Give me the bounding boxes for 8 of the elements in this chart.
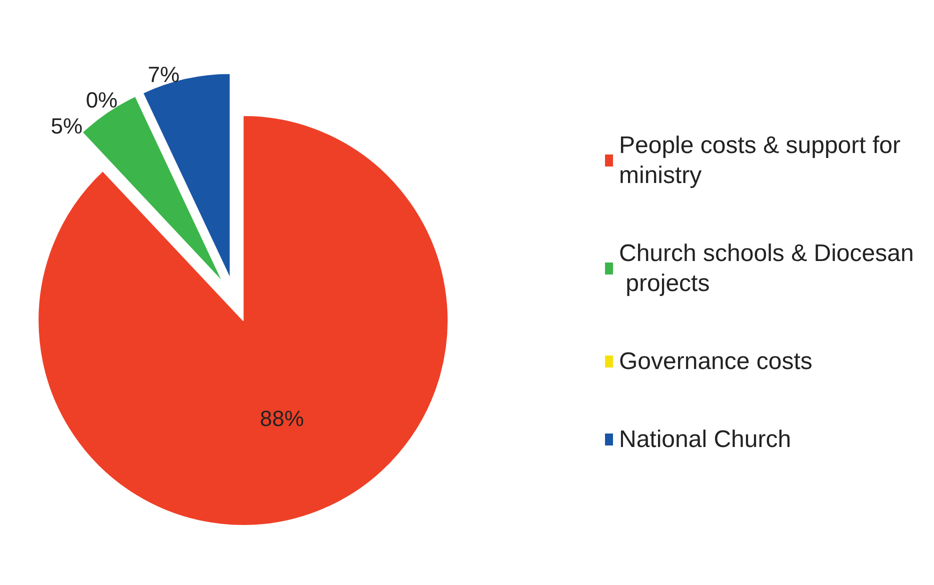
text: 0% <box>86 88 118 113</box>
legend-label: National Church <box>619 426 792 453</box>
legend-label: People costs & support for ministry <box>619 132 908 189</box>
data-label: 88% <box>260 406 304 432</box>
legend-label: Church schools & Diocesan projects <box>619 240 914 297</box>
data-label: 5% <box>50 113 83 138</box>
legend-label: Governance costs <box>619 348 812 375</box>
data-label: 7% <box>148 62 180 88</box>
